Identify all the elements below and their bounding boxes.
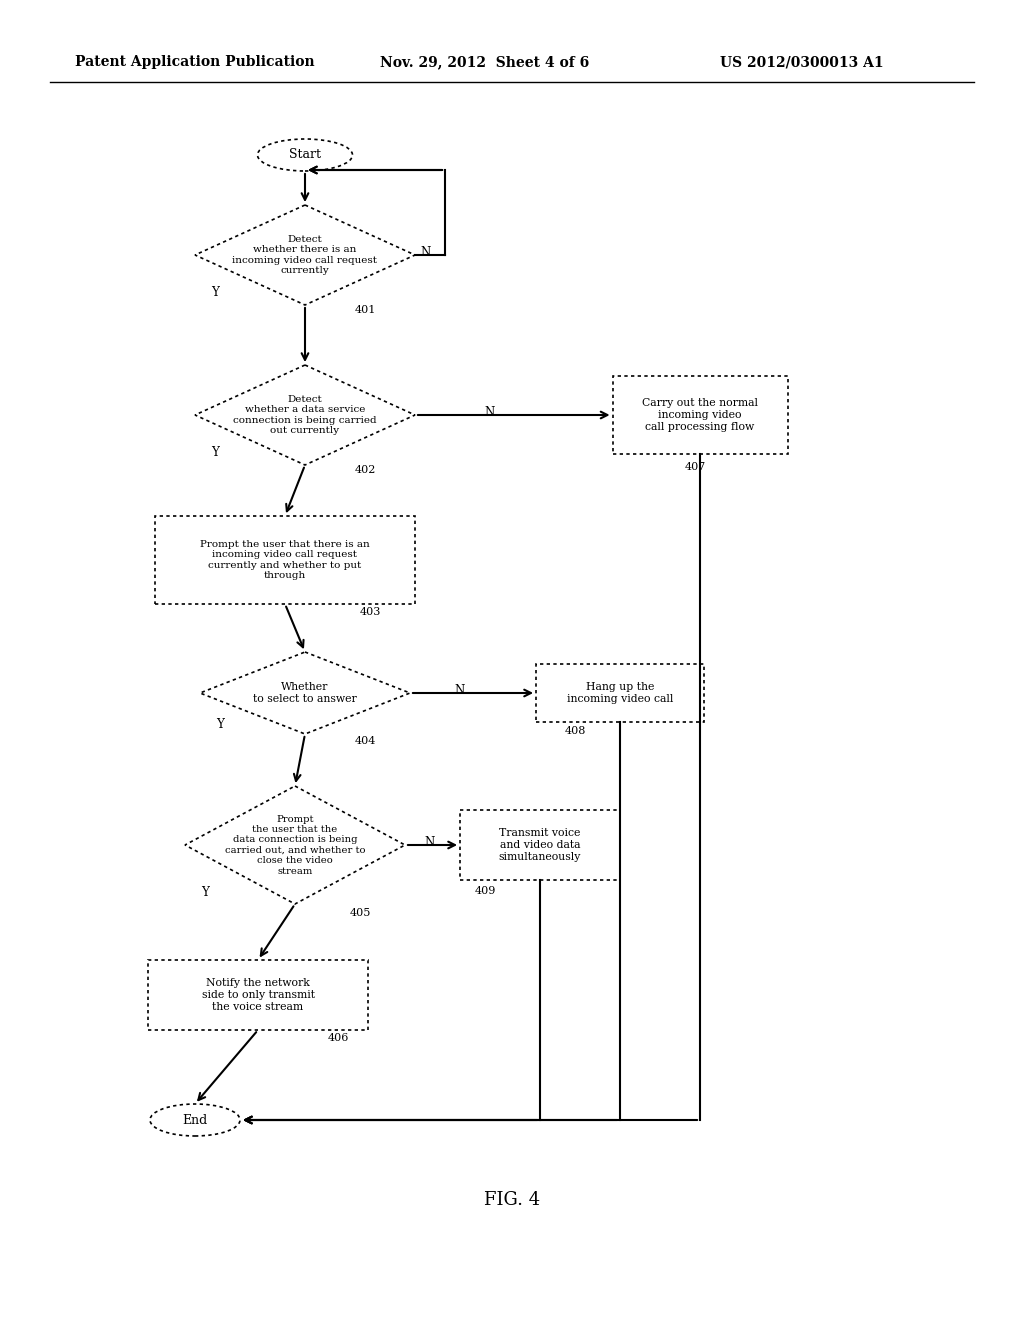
Text: 409: 409 (474, 886, 496, 896)
Bar (155, 516, 415, 605)
Text: Detect
whether there is an
incoming video call request
currently: Detect whether there is an incoming vide… (232, 235, 378, 275)
Text: FIG. 4: FIG. 4 (484, 1191, 540, 1209)
Text: 405: 405 (349, 908, 371, 917)
Text: Y: Y (211, 446, 219, 459)
Text: N: N (455, 684, 465, 697)
Text: 408: 408 (564, 726, 586, 737)
Text: Y: Y (201, 887, 209, 899)
Text: N: N (420, 246, 430, 259)
Text: N: N (485, 405, 496, 418)
Text: 404: 404 (354, 737, 376, 746)
Text: US 2012/0300013 A1: US 2012/0300013 A1 (720, 55, 884, 69)
Bar (460, 810, 620, 880)
Bar (536, 664, 705, 722)
Text: Hang up the
incoming video call: Hang up the incoming video call (567, 682, 673, 704)
Text: Transmit voice
and video data
simultaneously: Transmit voice and video data simultaneo… (499, 829, 582, 862)
Text: Patent Application Publication: Patent Application Publication (75, 55, 314, 69)
Text: Start: Start (289, 149, 321, 161)
Text: Carry out the normal
incoming video
call processing flow: Carry out the normal incoming video call… (642, 399, 758, 432)
Bar (148, 960, 368, 1030)
Text: End: End (182, 1114, 208, 1126)
Text: Y: Y (216, 718, 224, 731)
Text: N: N (425, 836, 435, 849)
Text: Notify the network
side to only transmit
the voice stream: Notify the network side to only transmit… (202, 978, 314, 1011)
Text: Nov. 29, 2012  Sheet 4 of 6: Nov. 29, 2012 Sheet 4 of 6 (380, 55, 589, 69)
Text: Prompt the user that there is an
incoming video call request
currently and wheth: Prompt the user that there is an incomin… (200, 540, 370, 579)
Text: Prompt
the user that the
data connection is being
carried out, and whether to
cl: Prompt the user that the data connection… (224, 814, 366, 875)
Text: 406: 406 (328, 1034, 349, 1043)
Bar (612, 376, 787, 454)
Text: Y: Y (211, 286, 219, 300)
Text: Detect
whether a data service
connection is being carried
out currently: Detect whether a data service connection… (233, 395, 377, 436)
Text: 403: 403 (359, 607, 381, 616)
Text: 401: 401 (354, 305, 376, 315)
Text: 407: 407 (684, 462, 706, 473)
Text: 402: 402 (354, 465, 376, 475)
Text: Whether
to select to answer: Whether to select to answer (253, 682, 357, 704)
